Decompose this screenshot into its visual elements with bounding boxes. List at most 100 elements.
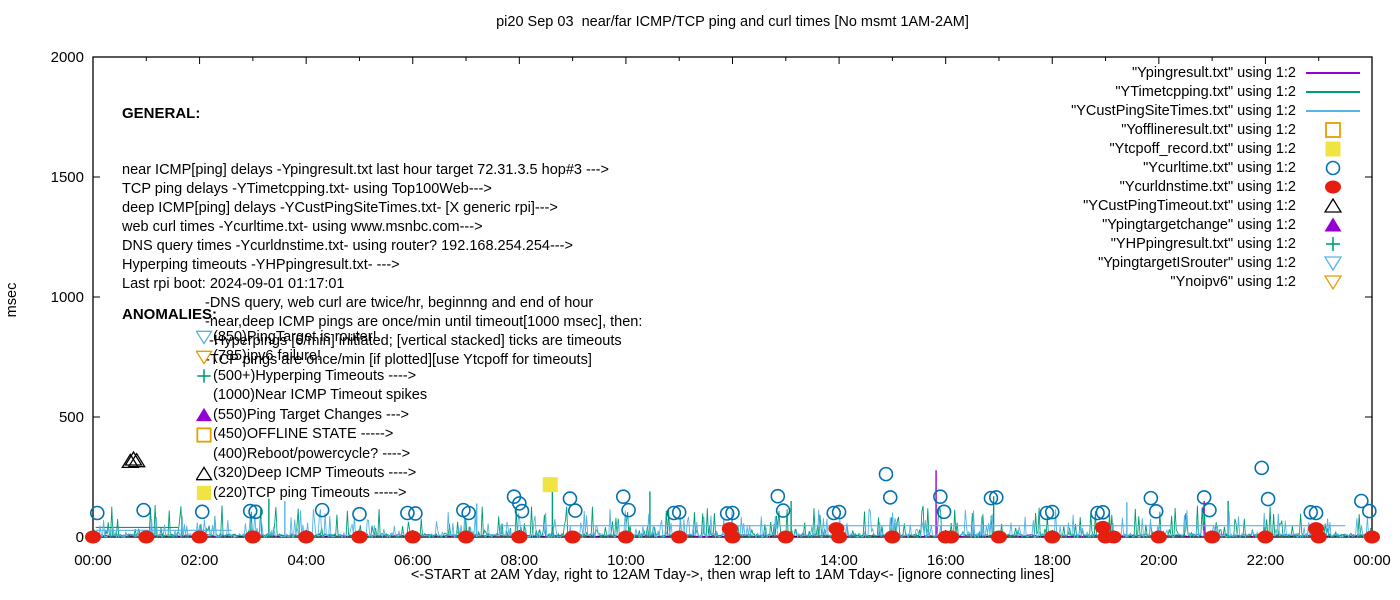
anomaly-icon-empty (196, 388, 213, 404)
legend-item: "YpingtargetISrouter" using 1:2 (1071, 253, 1362, 272)
marker-circle-open (1090, 505, 1105, 521)
anomaly-item: (400)Reboot/powercycle? ----> (196, 445, 427, 465)
marker-square-filled (542, 477, 558, 493)
square-open-glyph (196, 427, 212, 443)
y-tick-label: 1000 (51, 289, 84, 306)
anomaly-text: (220)TCP ping Timeouts -----> (213, 484, 407, 501)
marker-circle-open (1308, 505, 1324, 521)
x-tick-label: 00:00 (1353, 552, 1391, 569)
marker-circle-open (1362, 503, 1377, 519)
line-icon (1306, 109, 1360, 112)
legend-label: "Ytcpoff_record.txt" using 1:2 (1109, 140, 1296, 157)
marker-circle-open (89, 505, 105, 521)
marker-circle-open (826, 505, 842, 521)
square-filled-glyph (1325, 141, 1341, 156)
marker-dot (564, 530, 581, 544)
x-axis-caption: <-START at 2AM Yday, right to 12AM Tday-… (410, 567, 1055, 583)
square-open-glyph (1325, 121, 1341, 138)
dot-glyph (1325, 180, 1341, 193)
x-tick-label: 22:00 (1247, 552, 1285, 569)
marker-dot (1310, 530, 1327, 544)
line-icon (1306, 71, 1360, 74)
marker-circle-open (1260, 491, 1276, 507)
anomaly-icon-empty (196, 446, 213, 462)
anomaly-text: (550)Ping Target Changes ---> (213, 406, 409, 423)
marker-circle-open (775, 503, 791, 518)
chart-title: pi20 Sep 03 near/far ICMP/TCP ping and c… (496, 14, 969, 30)
anomaly-text: (785)ipv6 failure! (213, 348, 321, 364)
square-filled-glyph (196, 486, 212, 501)
marker-circle-open (136, 502, 151, 518)
triangle-down-open-glyph (1323, 255, 1343, 271)
x-tick-label: 18:00 (1033, 552, 1071, 569)
legend-item: "Ypingresult.txt" using 1:2 (1071, 63, 1362, 82)
marker-circle-open (983, 490, 999, 506)
anomaly-text: (320)Deep ICMP Timeouts ----> (213, 465, 417, 481)
marker-circle-open (400, 505, 415, 521)
general-line: web curl times -Ycurltime.txt- using www… (122, 219, 483, 235)
marker-circle-open (1254, 460, 1269, 476)
triangle-up-filled-glyph (1324, 217, 1342, 231)
x-tick-label: 02:00 (181, 552, 219, 569)
anomaly-item: (450)OFFLINE STATE -----> (196, 425, 427, 445)
marker-dot (404, 530, 421, 544)
square-open-icon (1325, 121, 1341, 138)
legend-label: "Ypingtargetchange" using 1:2 (1102, 216, 1296, 233)
legend-label: "Ycurltime.txt" using 1:2 (1143, 159, 1296, 176)
marker-dot (138, 530, 155, 544)
marker-circle-open (725, 505, 740, 521)
general-line: TCP ping delays -YTimetcpping.txt- using… (122, 181, 492, 197)
y-tick-label: 500 (59, 409, 84, 426)
legend-label: "Yofflineresult.txt" using 1:2 (1121, 121, 1296, 138)
marker-dot (298, 530, 315, 544)
marker-dot (1257, 530, 1274, 544)
marker-circle-open (1148, 504, 1164, 519)
marker-triangle-up-open (124, 450, 143, 466)
marker-dot (1105, 530, 1122, 544)
legend-label: "Ycurldnstime.txt" using 1:2 (1119, 178, 1296, 195)
legend-label: "Ynoipv6" using 1:2 (1170, 273, 1296, 290)
x-tick-label: 14:00 (820, 552, 858, 569)
marker-circle-open (933, 489, 948, 504)
legend-label: "YHPpingresult.txt" using 1:2 (1110, 235, 1296, 252)
marker-triangle-up-open (121, 453, 140, 469)
marker-circle-open (621, 502, 636, 518)
line-icon (1306, 90, 1360, 93)
triangle-up-filled-icon (1324, 217, 1342, 231)
anomalies-header: ANOMALIES: (122, 306, 217, 323)
general-line: Last rpi boot: 2024-09-01 01:17:01 (122, 276, 345, 292)
marker-circle-open (314, 502, 330, 518)
general-indented-line: -TCP pings are once/min [if plotted][use… (205, 352, 592, 368)
legend-item: "YTimetcpping.txt" using 1:2 (1071, 82, 1362, 101)
marker-dot (617, 530, 634, 544)
triangle-up-open-glyph (196, 465, 213, 481)
legend: "Ypingresult.txt" using 1:2 "YTimetcpping… (1071, 63, 1362, 291)
marker-circle-open (1202, 502, 1217, 518)
general-indented-line: -near,deep ICMP pings are once/min until… (205, 314, 643, 330)
triangle-up-open-glyph (1323, 197, 1343, 213)
anomaly-text: (850)PingTarget is router! (213, 328, 377, 345)
marker-dot (1364, 530, 1380, 544)
marker-dot (511, 530, 528, 544)
legend-item: "YCustPingSiteTimes.txt" using 1:2 (1071, 101, 1362, 120)
triangle-down-open-icon (1323, 255, 1343, 271)
square-open-icon (196, 427, 212, 443)
y-tick-label: 0 (76, 529, 84, 546)
marker-circle-open (1044, 504, 1060, 520)
marker-circle-open (882, 490, 898, 505)
marker-dot (831, 530, 848, 544)
x-tick-label: 10:00 (607, 552, 645, 569)
marker-circle-open (666, 505, 682, 521)
marker-circle-open (567, 503, 583, 518)
marker-dot (244, 530, 261, 544)
x-tick-label: 20:00 (1140, 552, 1178, 569)
triangle-up-filled-icon (196, 408, 213, 422)
marker-dot (458, 530, 475, 544)
anomaly-text: (1000)Near ICMP Timeout spikes (213, 387, 428, 403)
marker-circle-open (936, 504, 952, 520)
marker-circle-open (248, 504, 263, 520)
x-tick-label: 06:00 (394, 552, 432, 569)
anomaly-item: (220)TCP ping Timeouts -----> (196, 484, 427, 504)
legend-item: "Ytcpoff_record.txt" using 1:2 (1071, 139, 1362, 158)
marker-circle-open (878, 466, 894, 482)
